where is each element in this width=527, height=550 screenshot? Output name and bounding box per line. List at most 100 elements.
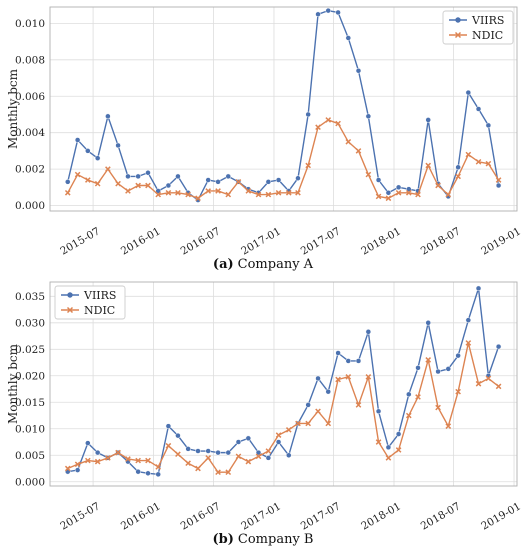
data-point: [395, 184, 402, 191]
data-point: [145, 182, 151, 189]
data-point: [215, 179, 221, 185]
x-tick-label: 2016-01: [119, 500, 163, 532]
data-point: [195, 465, 201, 472]
data-point: [335, 376, 341, 383]
caption-label: Company B: [238, 532, 314, 547]
legend-label-ndic: NDIC: [472, 29, 503, 42]
data-point: [105, 113, 111, 120]
data-point: [94, 155, 101, 161]
data-point: [415, 394, 421, 400]
data-point: [225, 173, 231, 180]
data-point: [375, 408, 382, 415]
data-point: [335, 9, 341, 16]
data-point: [175, 451, 181, 458]
data-point: [325, 7, 331, 14]
data-point: [355, 68, 362, 74]
y-tick-label: 0.030: [15, 317, 45, 329]
x-tick-label: 2016-01: [119, 225, 163, 257]
data-point: [245, 458, 252, 465]
y-axis-title: Monthly bcm: [6, 343, 20, 424]
data-point: [385, 190, 392, 196]
data-point: [465, 340, 472, 346]
data-point: [74, 171, 81, 178]
data-point: [255, 449, 262, 456]
data-point: [105, 166, 111, 172]
data-point: [215, 449, 221, 456]
caption-label: Company A: [238, 257, 314, 272]
data-point: [115, 142, 121, 149]
data-point: [315, 375, 321, 382]
x-tick-label: 2017-01: [239, 500, 283, 532]
data-point: [94, 458, 101, 465]
plot-area: [50, 282, 517, 486]
data-point: [495, 182, 502, 189]
data-point: [215, 469, 221, 476]
x-tick-label: 2019-01: [479, 225, 523, 257]
legend-label-viirs: VIIRS: [471, 14, 504, 27]
data-point: [295, 175, 301, 181]
data-point: [275, 439, 282, 445]
data-point: [385, 444, 392, 451]
x-tick-label: 2018-01: [359, 500, 403, 532]
y-tick-label: 0.020: [15, 370, 45, 382]
data-point: [165, 189, 172, 196]
y-tick-label: 0.000: [15, 476, 45, 488]
data-point: [135, 468, 141, 475]
x-tick-label: 2019-01: [479, 500, 523, 532]
chart-panel-b: 0.000 0.005 0.010 0.015 0.020 0.025 0.030 0.035…: [6, 281, 523, 547]
x-tick-label: 2018-07: [419, 225, 463, 257]
y-tick-label: 0.025: [15, 344, 45, 356]
legend-label-ndic: NDIC: [84, 304, 115, 317]
data-point: [175, 189, 181, 196]
data-point: [455, 173, 461, 180]
data-point: [485, 375, 492, 382]
data-point: [455, 352, 461, 359]
data-point: [415, 191, 421, 198]
data-point: [455, 388, 461, 395]
data-point: [65, 179, 71, 185]
data-point: [165, 442, 172, 449]
data-point: [495, 177, 502, 183]
data-point: [455, 164, 461, 171]
legend-swatch-marker: [66, 306, 74, 314]
data-point: [155, 471, 161, 478]
data-point: [145, 470, 151, 477]
series-line-ndic: [67, 342, 500, 473]
y-axis-title: Monthly bcm: [6, 68, 20, 149]
data-point: [395, 431, 402, 437]
data-point: [135, 457, 141, 464]
data-point: [345, 35, 352, 41]
data-point: [475, 285, 482, 292]
data-point: [395, 189, 402, 196]
data-point: [405, 189, 412, 196]
data-point: [325, 420, 332, 427]
data-point: [285, 427, 292, 433]
data-point: [205, 455, 212, 461]
data-point: [94, 449, 101, 456]
data-point: [64, 189, 71, 196]
data-point: [445, 191, 452, 198]
data-point: [435, 368, 441, 375]
data-point: [425, 117, 431, 123]
data-point: [235, 179, 242, 185]
data-point: [385, 455, 392, 461]
y-tick-label: 0.000: [15, 200, 45, 212]
data-point: [235, 453, 242, 460]
data-point: [245, 435, 252, 442]
data-point: [435, 182, 441, 189]
data-point: [355, 402, 362, 408]
x-tick-label: 2015-07: [58, 225, 102, 257]
data-point: [145, 457, 151, 464]
data-point: [205, 188, 212, 194]
data-point: [305, 111, 311, 118]
plot-frame: [49, 281, 518, 487]
y-tick-label: 0.004: [15, 127, 45, 139]
data-point: [175, 432, 181, 439]
series-ndic: [64, 117, 502, 202]
data-point: [85, 440, 91, 446]
data-point: [215, 188, 221, 194]
legend: VIIRS NDIC: [442, 10, 514, 45]
data-point: [84, 457, 91, 464]
data-point: [275, 432, 282, 438]
y-tick-label: 0.015: [15, 397, 45, 409]
